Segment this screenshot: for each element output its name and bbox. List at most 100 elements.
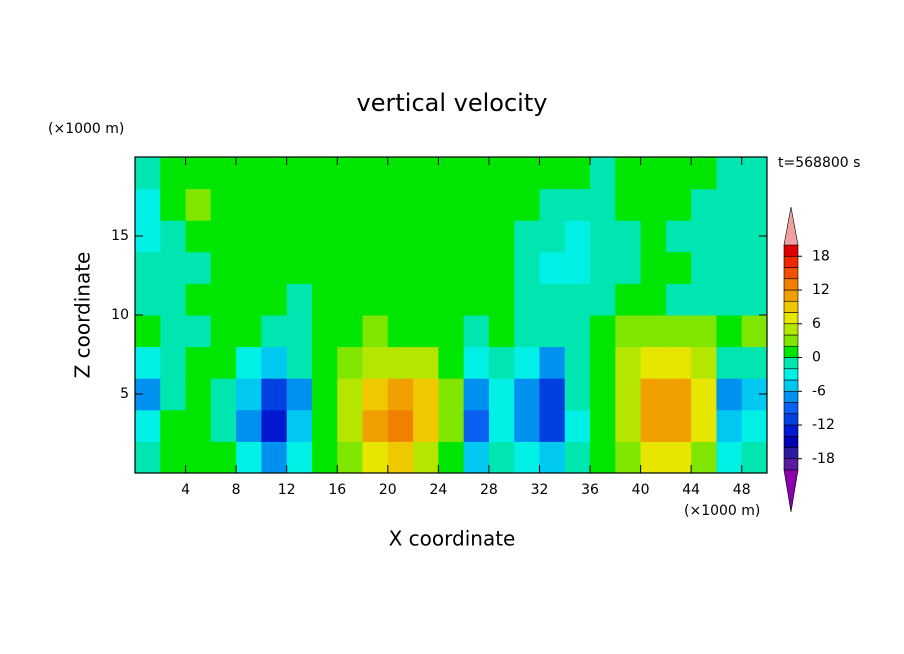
contour-cell <box>590 441 616 474</box>
contour-cell <box>615 220 642 253</box>
contour-cell <box>135 346 161 379</box>
contour-cell <box>665 441 692 474</box>
contour-cell <box>236 283 262 316</box>
contour-cell <box>261 315 288 348</box>
contour-cell <box>160 220 187 253</box>
contour-cell <box>362 188 389 221</box>
contour-cell <box>514 188 540 221</box>
contour-cell <box>160 378 187 411</box>
contour-cell <box>590 346 616 379</box>
contour-cell <box>640 157 667 190</box>
x-unit: (×1000 m) <box>684 503 760 519</box>
x-tick-label: 4 <box>181 482 190 498</box>
contour-cell <box>160 251 187 284</box>
contour-cell <box>261 378 288 411</box>
contour-cell <box>337 409 364 442</box>
contour-cell <box>564 251 591 284</box>
contour-cell <box>261 220 288 253</box>
contour-cell <box>716 315 743 348</box>
contour-cell <box>564 346 591 379</box>
contour-cell <box>741 283 768 316</box>
contour-cell <box>438 220 465 253</box>
contour-cell <box>640 315 667 348</box>
contour-cell <box>615 188 642 221</box>
contour-cell <box>640 220 667 253</box>
contour-cell <box>716 346 743 379</box>
contour-cell <box>741 251 768 284</box>
contour-cell <box>362 283 389 316</box>
contour-cell <box>564 220 591 253</box>
colorbar-box <box>783 458 799 471</box>
contour-cell <box>337 157 364 190</box>
contour-cell <box>261 441 288 474</box>
contour-cell <box>135 315 161 348</box>
contour-cell <box>261 157 288 190</box>
colorbar-box <box>783 390 799 403</box>
contour-cell <box>615 251 642 284</box>
y-tick-label: 15 <box>111 228 129 244</box>
contour-cell <box>640 409 667 442</box>
contour-cell <box>488 441 515 474</box>
contour-cell <box>716 251 743 284</box>
contour-cell <box>691 220 717 253</box>
contour-cell <box>716 157 743 190</box>
contour-cell <box>463 441 490 474</box>
contour-cell <box>615 157 642 190</box>
contour-cell <box>741 157 768 190</box>
contour-cell <box>337 188 364 221</box>
contour-cell <box>590 378 616 411</box>
colorbar-box <box>783 402 799 415</box>
contour-cell <box>716 441 743 474</box>
contour-cell <box>362 378 389 411</box>
contour-cell <box>286 283 313 316</box>
contour-cell <box>716 409 743 442</box>
contour-cell <box>387 157 414 190</box>
contour-cell <box>387 441 414 474</box>
contour-cell <box>716 283 743 316</box>
contour-cell <box>387 378 414 411</box>
contour-cell <box>210 157 237 190</box>
contour-cell <box>488 315 515 348</box>
contour-cell <box>741 441 768 474</box>
contour-cell <box>640 188 667 221</box>
contour-cell <box>261 346 288 379</box>
contour-cell <box>564 188 591 221</box>
contour-cell <box>488 283 515 316</box>
contour-cell <box>413 378 439 411</box>
contour-cell <box>337 378 364 411</box>
contour-cell <box>488 188 515 221</box>
contour-cell <box>564 315 591 348</box>
colorbar-high-triangle <box>783 206 799 246</box>
contour-cell <box>463 188 490 221</box>
contour-cell <box>236 441 262 474</box>
contour-cell <box>691 441 717 474</box>
contour-cell <box>665 378 692 411</box>
contour-cell <box>488 378 515 411</box>
contour-cell <box>488 409 515 442</box>
contour-cell <box>135 251 161 284</box>
contour-cell <box>160 157 187 190</box>
x-tick-label: 36 <box>581 482 599 498</box>
contour-cell <box>210 346 237 379</box>
contour-cell <box>590 283 616 316</box>
contour-cell <box>640 251 667 284</box>
contour-cell <box>590 315 616 348</box>
contour-cell <box>640 441 667 474</box>
contour-cell <box>463 346 490 379</box>
contour-cell <box>311 157 338 190</box>
colorbar-box <box>783 413 799 426</box>
contour-cell <box>564 283 591 316</box>
contour-cell <box>311 220 338 253</box>
contour-cell <box>539 251 566 284</box>
colorbar-box <box>783 334 799 347</box>
contour-cell <box>236 188 262 221</box>
colorbar-box <box>783 289 799 302</box>
contour-cell <box>413 157 439 190</box>
contour-cell <box>337 220 364 253</box>
contour-cell <box>387 346 414 379</box>
contour-cell <box>387 283 414 316</box>
contour-cell <box>311 346 338 379</box>
contour-cell <box>615 441 642 474</box>
contour-cell <box>463 315 490 348</box>
contour-cell <box>463 157 490 190</box>
